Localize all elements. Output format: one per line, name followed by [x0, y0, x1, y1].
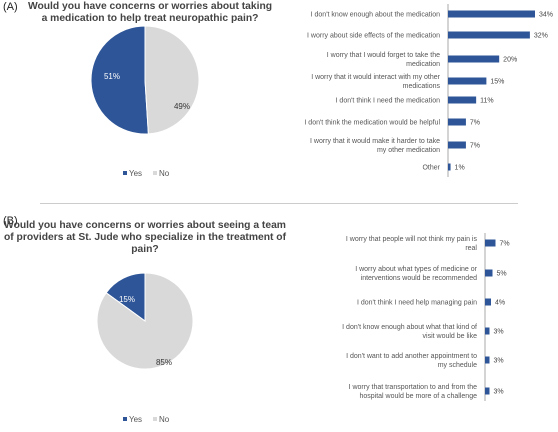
bar [485, 239, 496, 247]
bar-category-label: Other [422, 165, 440, 172]
legend-swatch [153, 417, 157, 421]
legend-entry: No [159, 169, 170, 178]
bar-category-label: I worry that transportation to and from … [349, 384, 478, 391]
bar-chart-a: 34% I don't know enough about the medicat… [304, 4, 553, 177]
bar [485, 269, 493, 277]
bar [448, 55, 500, 63]
bar [485, 327, 490, 335]
pie-value-label: 49% [174, 102, 190, 111]
bar-category-label: I don't know enough about the medication [311, 12, 440, 19]
bar-category-label: I don't think I need the medication [336, 98, 441, 105]
bar-category-label: medications [403, 83, 441, 90]
panel-divider [40, 203, 518, 204]
bar-value-label: 3% [494, 329, 504, 336]
bar-value-label: 7% [470, 120, 480, 127]
legend-entry: Yes [129, 415, 142, 424]
bar [448, 10, 535, 18]
legend-entry: Yes [129, 169, 142, 178]
panel-label-b: (B) [3, 215, 18, 227]
panel-label-a: (A) [3, 1, 18, 13]
bar-value-label: 5% [497, 271, 507, 278]
question-a: Would you have concerns or worries about… [27, 1, 273, 24]
legend-swatch [123, 417, 127, 421]
bar-value-label: 7% [500, 241, 510, 248]
pie-slice-no [96, 272, 194, 370]
pie-chart-a: 51% 49% Yes No [90, 25, 200, 178]
bar-category-label: I worry about side effects of the medica… [307, 33, 440, 40]
panel-a: (A) Would you have concerns or worries a… [0, 0, 558, 200]
bar [448, 141, 466, 149]
bar-category-label: I don't know enough about what that kind… [342, 324, 477, 331]
bar-value-label: 7% [470, 143, 480, 150]
pie-value-label: 15% [119, 295, 135, 304]
bar-value-label: 1% [455, 165, 465, 172]
bar-category-label: I worry that I would forget to take the [327, 52, 440, 59]
question-b: Would you have concerns or worries about… [3, 220, 287, 255]
bar-category-label: I worry that people will not think my pa… [346, 236, 478, 243]
bar-category-label: my schedule [438, 362, 477, 369]
bar-category-label: I don't think I need help managing pain [357, 300, 477, 307]
bar-value-label: 32% [534, 33, 548, 40]
pie-slice-no [144, 25, 200, 135]
bar-value-label: 20% [503, 57, 517, 64]
legend-swatch [123, 171, 127, 175]
bar [448, 77, 487, 85]
legend-swatch [153, 171, 157, 175]
bar-category-label: interventions would be recommended [361, 275, 477, 282]
bar-category-label: visit would be like [423, 333, 478, 340]
bar-category-label: I worry that it would make it harder to … [310, 138, 440, 145]
pie-value-label: 51% [104, 72, 120, 81]
bar-category-label: medication [406, 61, 440, 68]
bar [448, 163, 451, 171]
bar [448, 96, 477, 104]
bar [448, 118, 466, 126]
pie-value-label: 85% [156, 358, 172, 367]
panel-b: (B) Would you have concerns or worries a… [0, 212, 558, 424]
pie-chart-b: 15% 85% Yes No [96, 272, 194, 424]
bar-chart-b: 7% I worry that people will not think my … [342, 233, 510, 401]
pie-slice-yes [90, 25, 149, 135]
bar-value-label: 34% [539, 12, 553, 19]
bar-value-label: 15% [490, 79, 504, 86]
bar-category-label: real [465, 245, 477, 252]
bar [448, 31, 530, 39]
bar [485, 356, 490, 364]
bar-category-label: my other medication [377, 147, 440, 154]
bar-category-label: I worry about what types of medicine or [355, 266, 477, 273]
bar-category-label: I don't want to add another appointment … [346, 353, 477, 360]
bar-category-label: hospital would be more of a challenge [359, 393, 477, 400]
bar [485, 387, 490, 395]
bar [485, 298, 491, 306]
bar-category-label: I don't think the medication would be he… [304, 120, 440, 127]
bar-value-label: 3% [494, 389, 504, 396]
bar-value-label: 4% [495, 300, 505, 307]
bar-category-label: I worry that it would interact with my o… [311, 74, 440, 81]
bar-value-label: 11% [480, 98, 494, 105]
legend-entry: No [159, 415, 170, 424]
bar-value-label: 3% [494, 358, 504, 365]
